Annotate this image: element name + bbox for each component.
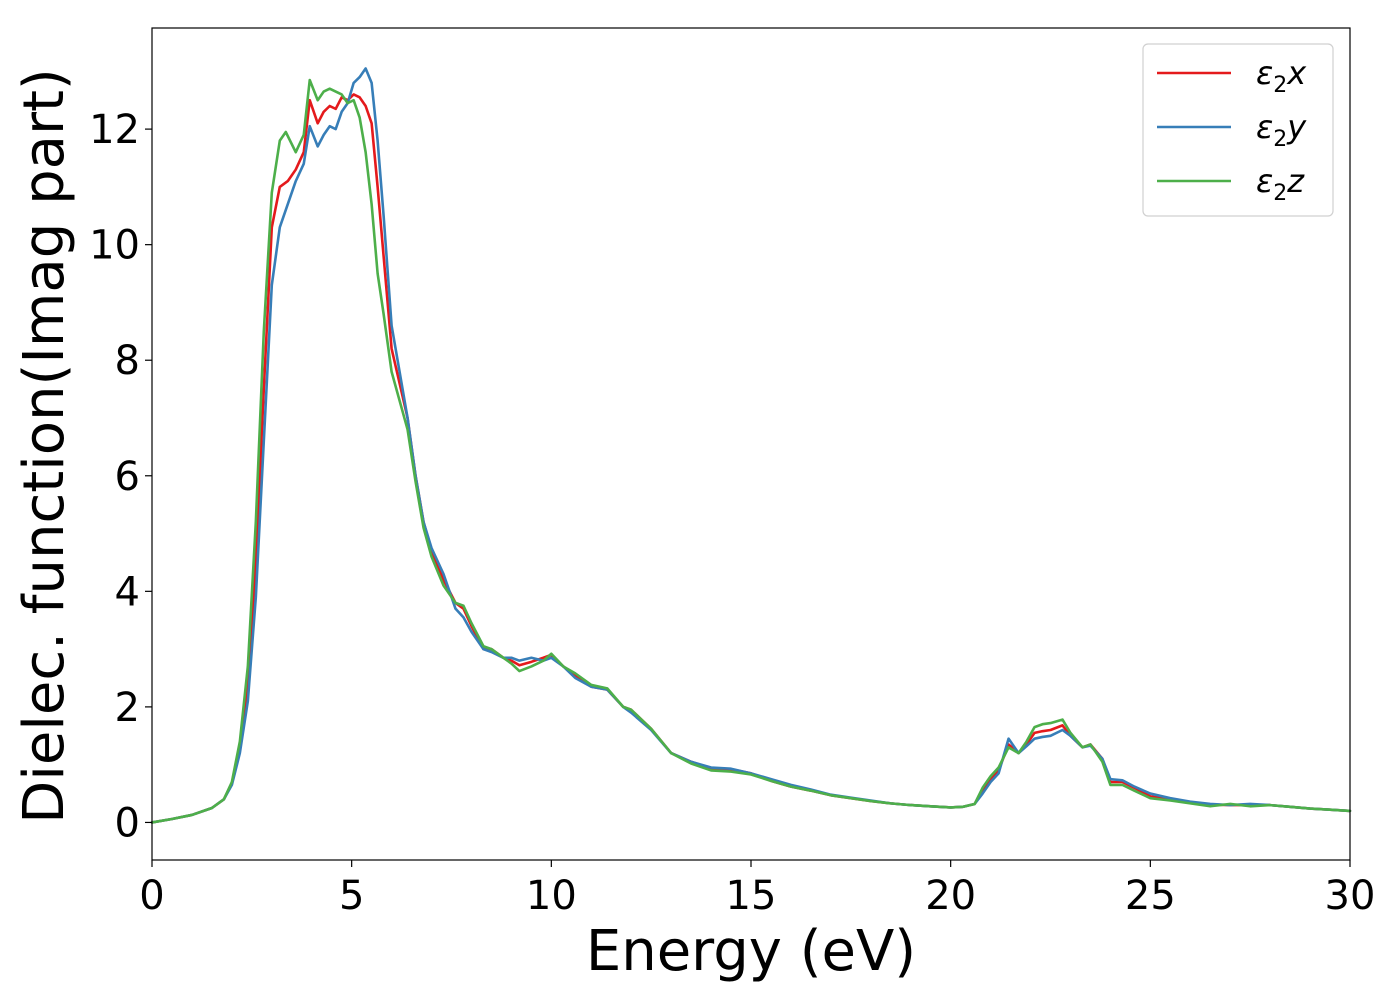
- x-tick-label: 20: [925, 873, 976, 919]
- y-tick-label: 12: [89, 107, 140, 153]
- x-axis-ticks: 0 5 10 15 20 25 30: [139, 860, 1375, 919]
- x-tick-label: 15: [726, 873, 777, 919]
- legend-box: [1142, 43, 1334, 217]
- legend-label-y: ε2y: [1256, 108, 1307, 152]
- y-axis-title: Dielec. function(Imag part): [12, 68, 77, 824]
- y-tick-label: 10: [89, 223, 140, 269]
- x-tick-label: 10: [526, 873, 577, 919]
- series-layer: [150, 67, 1352, 824]
- legend-label-x: ε2x: [1256, 54, 1307, 98]
- x-tick-label: 0: [139, 873, 164, 919]
- y-tick-label: 0: [115, 800, 140, 846]
- legend-label-z: ε2z: [1256, 162, 1305, 206]
- x-tick-label: 5: [339, 873, 364, 919]
- x-axis-title: Energy (eV): [586, 919, 916, 984]
- y-tick-label: 4: [115, 569, 140, 615]
- x-tick-label: 30: [1325, 873, 1376, 919]
- y-axis-ticks: 0 2 4 6 8 10 12: [89, 107, 152, 846]
- y-tick-label: 6: [115, 454, 140, 500]
- y-tick-label: 8: [115, 338, 140, 384]
- y-tick-label: 2: [115, 685, 140, 731]
- x-tick-label: 25: [1125, 873, 1176, 919]
- legend: ε2x ε2y ε2z: [1142, 43, 1334, 217]
- series-line-z: [150, 78, 1352, 824]
